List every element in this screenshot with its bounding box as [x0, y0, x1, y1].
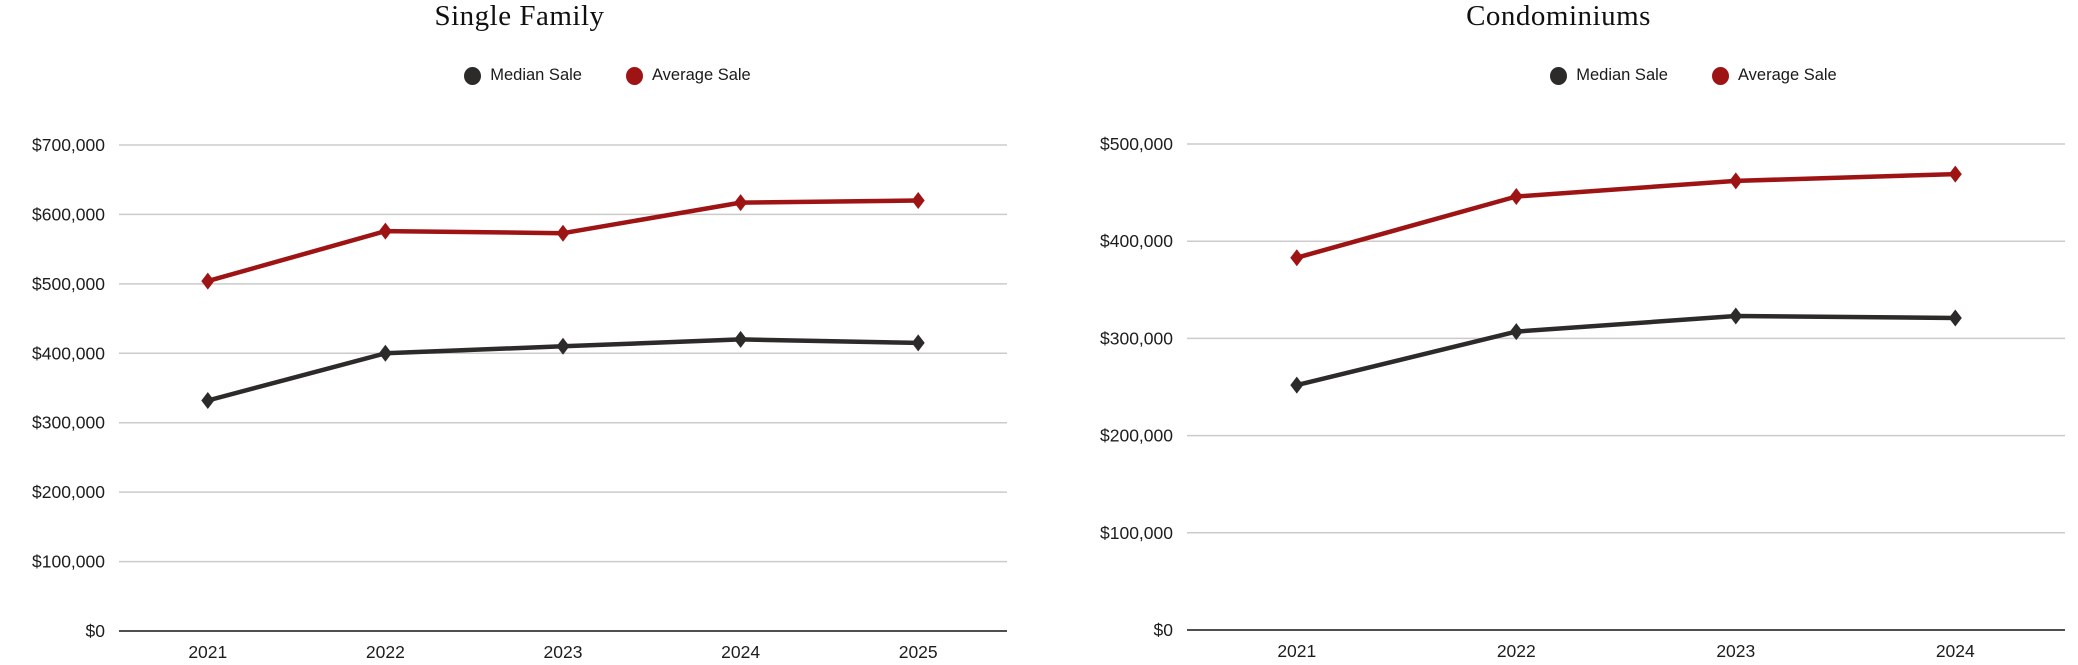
svg-text:2023: 2023 [1716, 641, 1755, 661]
svg-text:$100,000: $100,000 [32, 552, 105, 572]
svg-text:$0: $0 [86, 621, 106, 641]
svg-text:$100,000: $100,000 [1100, 523, 1173, 543]
svg-text:$400,000: $400,000 [1100, 231, 1173, 251]
legend-item-median-sale: Median Sale [464, 66, 582, 85]
svg-text:$200,000: $200,000 [1100, 426, 1173, 446]
svg-text:$500,000: $500,000 [1100, 134, 1173, 154]
legend-label: Average Sale [1737, 66, 1837, 84]
svg-text:$600,000: $600,000 [32, 204, 105, 224]
svg-text:2022: 2022 [366, 642, 405, 662]
average-sale-dot-icon [1711, 66, 1729, 85]
line-plot: $700,000 $600,000 $500,000 $400,000 $300,000… [32, 135, 1007, 662]
median-sale-dot-icon [464, 66, 482, 85]
chart-title: Condominiums [1466, 0, 1651, 32]
svg-text:$200,000: $200,000 [32, 482, 105, 502]
legend-label: Median Sale [1576, 66, 1668, 84]
chart-single-family: Single Family Median Sale Average Sale $… [32, 0, 1007, 662]
chart-title: Single Family [434, 0, 605, 32]
svg-text:2025: 2025 [899, 642, 938, 662]
svg-text:2021: 2021 [1277, 641, 1316, 661]
legend-item-median-sale: Median Sale [1550, 66, 1668, 85]
median-sale-dot-icon [1550, 66, 1568, 85]
legend-label: Median Sale [490, 66, 582, 84]
chart-condominiums: Condominiums Median Sale Average Sale $5… [1039, 0, 2078, 665]
svg-text:$700,000: $700,000 [32, 135, 105, 155]
svg-text:2021: 2021 [188, 642, 227, 662]
svg-text:$500,000: $500,000 [32, 274, 105, 294]
svg-text:2024: 2024 [1936, 641, 1975, 661]
svg-text:$400,000: $400,000 [32, 343, 105, 363]
legend-item-average-sale: Average Sale [1711, 66, 1837, 85]
legend: Median Sale Average Sale [1039, 66, 2078, 85]
legend: Median Sale Average Sale [0, 66, 1127, 85]
svg-text:2023: 2023 [544, 642, 583, 662]
svg-text:$300,000: $300,000 [1100, 328, 1173, 348]
line-plot: $500,000 $400,000 $300,000 $200,000 $100,000… [1100, 134, 2065, 661]
svg-text:2022: 2022 [1497, 641, 1536, 661]
legend-label: Average Sale [651, 66, 751, 84]
svg-text:$300,000: $300,000 [32, 413, 105, 433]
average-sale-dot-icon [625, 66, 643, 85]
svg-text:$0: $0 [1154, 620, 1174, 640]
svg-text:2024: 2024 [721, 642, 760, 662]
legend-item-average-sale: Average Sale [625, 66, 751, 85]
